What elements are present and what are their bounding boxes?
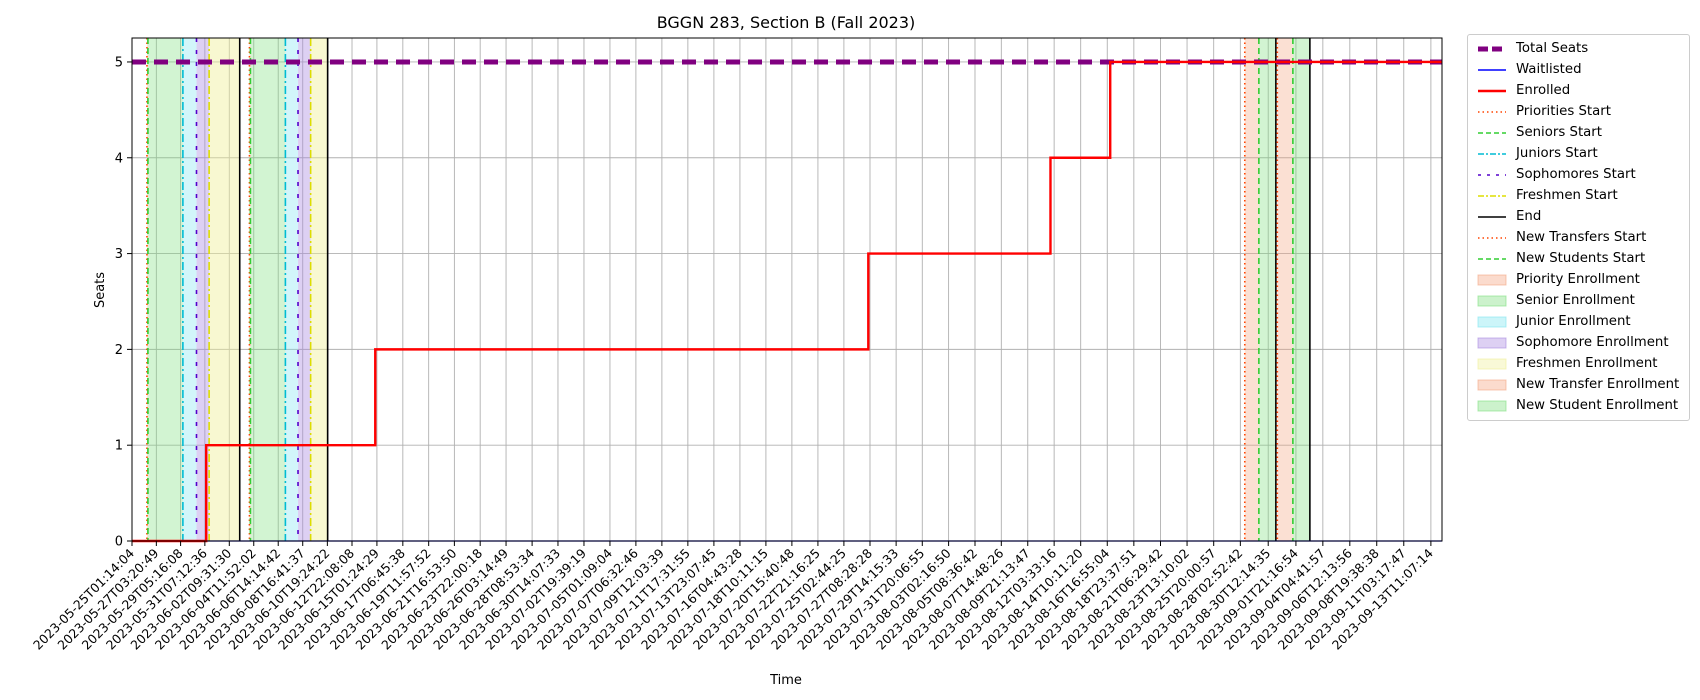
legend-item: Seniors Start <box>1468 122 1689 143</box>
legend-swatch <box>1468 80 1516 101</box>
shaded-period <box>285 38 299 541</box>
plot-area: 0123452023-05-25T01:14:042023-05-27T03:2… <box>30 37 1443 653</box>
y-tick-label: 1 <box>115 439 123 454</box>
legend-swatch <box>1468 59 1516 80</box>
legend-label: Freshmen Enrollment <box>1516 356 1658 371</box>
legend-item: New Student Enrollment <box>1468 395 1689 416</box>
legend-item: Sophomore Enrollment <box>1468 332 1689 353</box>
shaded-period <box>209 38 240 541</box>
legend-label: Waitlisted <box>1516 62 1582 77</box>
legend-item: Priority Enrollment <box>1468 269 1689 290</box>
legend-label: End <box>1516 209 1542 224</box>
legend-swatch <box>1468 206 1516 227</box>
shaded-period <box>298 38 311 541</box>
legend-item: New Students Start <box>1468 248 1689 269</box>
shaded-period <box>196 38 210 541</box>
legend-label: Sophomores Start <box>1516 167 1636 182</box>
legend-label: Freshmen Start <box>1516 188 1618 203</box>
legend-swatch <box>1468 374 1516 395</box>
shaded-period <box>147 38 183 541</box>
legend-swatch <box>1468 122 1516 143</box>
legend-swatch <box>1468 227 1516 248</box>
legend-swatch <box>1468 101 1516 122</box>
legend-swatch <box>1468 143 1516 164</box>
shaded-period <box>1258 38 1276 541</box>
y-tick-label: 3 <box>115 247 123 262</box>
legend-item: New Transfers Start <box>1468 227 1689 248</box>
chart-title: BGGN 283, Section B (Fall 2023) <box>657 13 916 32</box>
legend-item: Juniors Start <box>1468 143 1689 164</box>
legend-label: New Transfer Enrollment <box>1516 377 1680 392</box>
legend-item: Enrolled <box>1468 80 1689 101</box>
legend-swatch <box>1468 311 1516 332</box>
legend-item: End <box>1468 206 1689 227</box>
y-tick-label: 0 <box>115 535 123 550</box>
legend-swatch <box>1468 353 1516 374</box>
legend-item: Waitlisted <box>1468 59 1689 80</box>
legend-swatch <box>1468 164 1516 185</box>
plot-frame <box>131 37 1443 542</box>
legend-item: Total Seats <box>1468 38 1689 59</box>
legend-swatch <box>1468 332 1516 353</box>
series-line <box>132 60 1442 543</box>
legend-swatch <box>1468 395 1516 416</box>
shaded-period <box>310 38 328 541</box>
legend-label: New Students Start <box>1516 251 1646 266</box>
legend-item: Senior Enrollment <box>1468 290 1689 311</box>
legend-label: New Student Enrollment <box>1516 398 1679 413</box>
legend-item: Freshmen Enrollment <box>1468 353 1689 374</box>
legend-label: New Transfers Start <box>1516 230 1647 245</box>
legend-swatch <box>1468 38 1516 59</box>
legend-label: Junior Enrollment <box>1516 314 1631 329</box>
y-tick-label: 4 <box>115 151 123 166</box>
y-tick-label: 2 <box>115 343 123 358</box>
x-axis-label: Time <box>769 673 802 688</box>
legend-label: Sophomore Enrollment <box>1516 335 1669 350</box>
shaded-period <box>182 38 197 541</box>
shaded-period <box>1277 38 1293 541</box>
shaded-period <box>1244 38 1259 541</box>
legend-item: Freshmen Start <box>1468 185 1689 206</box>
legend-item: Sophomores Start <box>1468 164 1689 185</box>
legend-swatch <box>1468 290 1516 311</box>
legend-label: Juniors Start <box>1516 146 1598 161</box>
chart-legend: Total Seats Waitlisted Enrolled Priorities … <box>1467 34 1690 421</box>
legend-swatch <box>1468 269 1516 290</box>
y-axis-label: Seats <box>93 272 108 308</box>
legend-label: Enrolled <box>1516 83 1571 98</box>
legend-label: Seniors Start <box>1516 125 1602 140</box>
y-tick-label: 5 <box>115 55 123 70</box>
legend-swatch <box>1468 248 1516 269</box>
legend-item: Priorities Start <box>1468 101 1689 122</box>
legend-swatch <box>1468 185 1516 206</box>
shaded-period <box>250 38 286 541</box>
shaded-period <box>1292 38 1310 541</box>
legend-item: Junior Enrollment <box>1468 311 1689 332</box>
legend-item: New Transfer Enrollment <box>1468 374 1689 395</box>
legend-label: Senior Enrollment <box>1516 293 1635 308</box>
legend-label: Priority Enrollment <box>1516 272 1640 287</box>
legend-label: Priorities Start <box>1516 104 1611 119</box>
legend-label: Total Seats <box>1516 41 1589 56</box>
